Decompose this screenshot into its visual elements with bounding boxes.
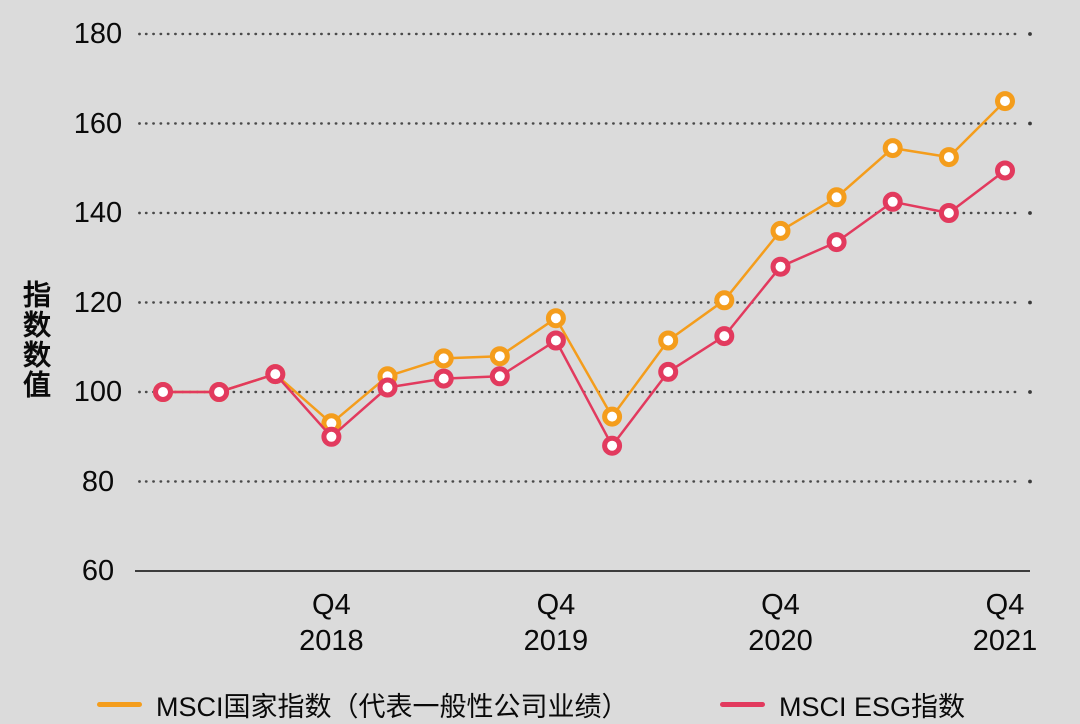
data-point-marker (770, 256, 791, 277)
data-point-marker (826, 187, 847, 208)
data-point-marker (938, 203, 959, 223)
data-point-marker (545, 308, 566, 329)
data-point-marker (995, 160, 1015, 181)
x-tick-year: 2018 (299, 625, 364, 657)
data-point-marker (602, 406, 623, 427)
data-point-marker (321, 426, 342, 447)
data-point-marker (377, 377, 398, 398)
y-tick-label: 180 (73, 18, 123, 50)
gridline-end-dot (1028, 300, 1032, 305)
data-point-marker (489, 366, 510, 387)
legend-label-msci-country: MSCI国家指数（代表一般性公司业绩） (156, 691, 629, 722)
data-point-marker (995, 91, 1015, 112)
legend-item-msci-country: MSCI国家指数（代表一般性公司业绩） (97, 686, 629, 722)
x-tick-label: Q4 2019 (486, 587, 626, 659)
y-tick-label: 120 (73, 286, 123, 319)
gridline-start-dot (138, 211, 141, 215)
data-point-marker (714, 290, 735, 311)
gridline-end-dot (1028, 479, 1032, 484)
gridline-end-dot (1028, 211, 1032, 215)
data-point-marker (770, 220, 791, 241)
gridline-start-dot (138, 32, 141, 36)
y-tick-label: 160 (73, 107, 123, 140)
data-point-marker (882, 191, 903, 212)
y-tick-label: 60 (81, 555, 115, 587)
x-tick-label: Q4 2018 (261, 587, 401, 659)
gridline-start-dot (138, 301, 141, 304)
y-tick-label: 140 (73, 197, 123, 229)
data-point-marker (714, 326, 735, 347)
y-axis-title: 指数数值 (20, 280, 51, 400)
x-tick-year: 2020 (748, 625, 813, 657)
data-point-marker (658, 330, 679, 351)
data-point-marker (489, 346, 510, 367)
data-point-marker (938, 147, 959, 168)
series-line-1 (163, 169, 1006, 447)
series-line-0 (163, 100, 1006, 425)
x-tick-year: 2019 (523, 625, 589, 657)
x-tick-label: Q4 2020 (710, 587, 850, 659)
x-tick-label: Q4 2021 (935, 587, 1075, 659)
data-point-marker (826, 232, 847, 253)
data-point-marker (209, 382, 230, 402)
x-tick-year: 2021 (972, 625, 1038, 657)
data-point-marker (602, 435, 623, 456)
legend-item-msci-esg: MSCI ESG指数 (720, 686, 965, 722)
y-tick-label: 100 (73, 376, 123, 408)
x-tick-quarter: Q4 (761, 589, 800, 621)
legend-label-msci-esg: MSCI ESG指数 (779, 691, 966, 722)
data-point-marker (153, 382, 173, 402)
gridline-start-dot (138, 390, 141, 394)
gridline-start-dot (138, 122, 141, 125)
x-tick-quarter: Q4 (312, 589, 351, 621)
data-point-marker (265, 364, 286, 385)
legend-swatch-pink-line (720, 701, 765, 707)
data-point-marker (433, 368, 454, 389)
data-point-marker (658, 361, 679, 382)
x-tick-quarter: Q4 (985, 589, 1025, 621)
gridline-end-dot (1028, 121, 1032, 126)
legend: MSCI国家指数（代表一般性公司业绩） MSCI ESG指数 (0, 686, 1080, 722)
data-point-marker (545, 330, 566, 351)
y-tick-label: 80 (81, 465, 115, 498)
x-tick-quarter: Q4 (536, 589, 576, 621)
gridline-end-dot (1028, 390, 1032, 394)
legend-swatch-orange-line (97, 701, 142, 707)
data-point-marker (433, 348, 454, 369)
gridline-end-dot (1028, 32, 1032, 36)
data-point-marker (882, 138, 903, 159)
gridline-start-dot (138, 480, 141, 483)
